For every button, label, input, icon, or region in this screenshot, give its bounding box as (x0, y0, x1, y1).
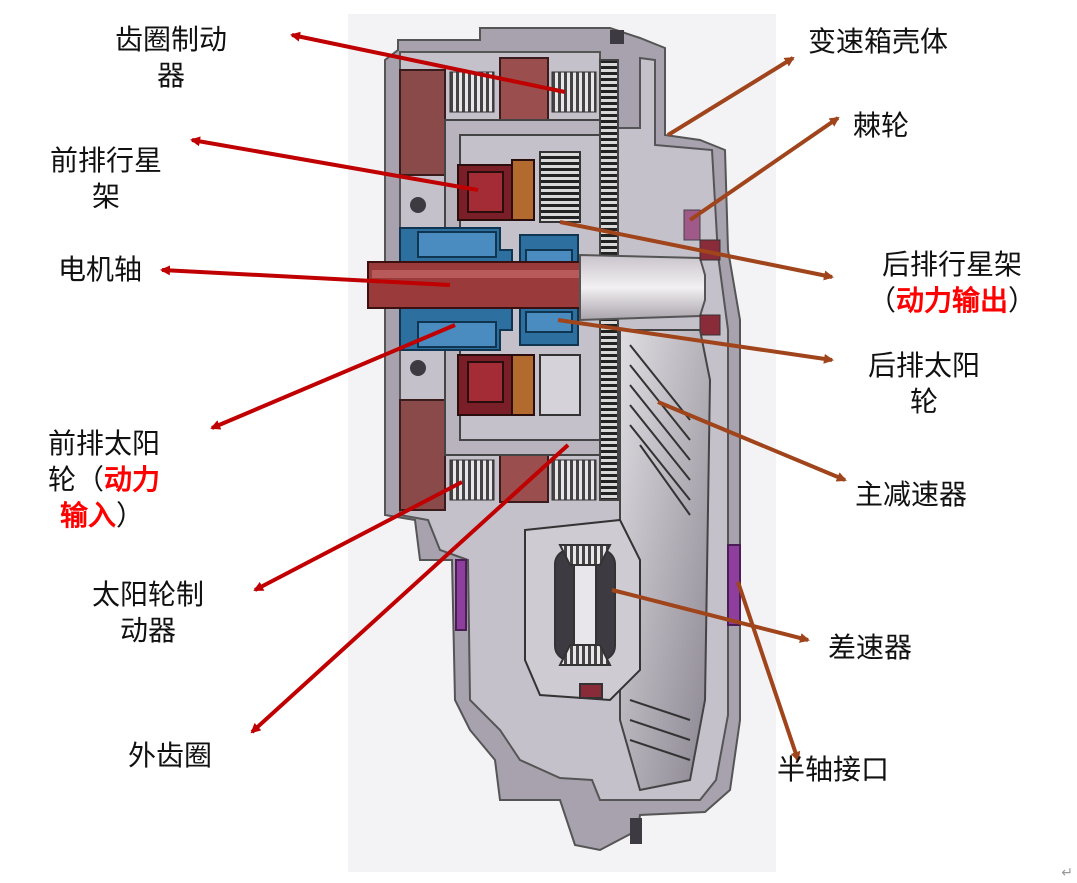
label-front-sun-line3-text: ） (116, 499, 145, 532)
arrow-ratchet (688, 116, 840, 222)
motor-shaft-highlight (372, 270, 597, 278)
paragraph-mark-icon: ↵ (1061, 865, 1073, 881)
label-front-sun-line2-text: 轮（ (48, 463, 105, 496)
arrow-front-sun (210, 323, 456, 430)
label-rear-carrier-open-paren: （ (868, 284, 897, 317)
label-main-reducer: 主减速器 (855, 478, 968, 511)
label-rear-carrier-power-output: 动力输出 (896, 284, 1009, 317)
label-front-sun-line3: 输入） (48, 498, 160, 534)
output-shaft-shape (579, 253, 706, 322)
label-ring-brake-line1: 齿圈制动 (115, 23, 228, 56)
label-sun-brake-line1: 太阳轮制 (92, 578, 205, 611)
label-ring-brake-line2: 器 (157, 59, 186, 92)
main-reducer-shape (619, 329, 712, 792)
arrow-rear-carrier (559, 220, 834, 281)
motor-shaft-shape (367, 261, 604, 309)
arrow-main-reducer (657, 400, 847, 482)
label-outer-ring: 外齿圈 (128, 739, 213, 772)
label-rear-sun: 后排太阳 轮 (868, 348, 980, 420)
label-ratchet: 棘轮 (853, 109, 910, 142)
label-rear-carrier-line1: 后排行星架 (882, 248, 1023, 281)
ring-brake-shape (399, 57, 549, 511)
arrow-differential (611, 588, 810, 643)
front-carrier-shape (457, 159, 535, 416)
label-ring-brake: 齿圈制动 器 (115, 22, 227, 94)
arrow-halfshaft (736, 581, 801, 762)
arrow-rear-sun (557, 318, 834, 364)
label-rear-sun-line2: 轮 (910, 385, 939, 418)
label-front-carrier-line1: 前排行星 (50, 144, 163, 177)
label-sun-brake: 太阳轮制 动器 (92, 577, 204, 649)
label-front-sun-line2: 轮（动力 (48, 462, 160, 498)
arrow-ring-brake (290, 31, 566, 94)
label-rear-sun-line1: 后排太阳 (868, 349, 981, 382)
arrow-front-carrier (190, 136, 479, 192)
label-housing: 变速箱壳体 (808, 25, 949, 58)
arrows-red (160, 31, 570, 734)
label-differential: 差速器 (828, 631, 913, 664)
arrow-sun-brake (253, 480, 463, 592)
arrows-brown (557, 56, 847, 762)
arrow-outer-ring (250, 443, 570, 734)
label-front-sun: 前排太阳 轮（动力 输入） (48, 426, 160, 534)
label-sun-brake-line2: 动器 (120, 614, 177, 647)
label-rear-carrier-line2: （动力输出） (868, 283, 1036, 319)
bolts (410, 30, 642, 844)
arrow-motor-shaft (160, 265, 451, 287)
label-front-sun-line1: 前排太阳 (48, 427, 161, 460)
label-front-sun-input-highlight: 输入 (60, 499, 117, 532)
bearing-shape-2 (699, 314, 721, 336)
label-motor-shaft: 电机轴 (58, 253, 143, 286)
label-front-carrier-line2: 架 (92, 180, 121, 213)
label-rear-carrier: 后排行星架 （动力输出） (868, 247, 1036, 319)
label-front-sun-power-highlight: 动力 (104, 463, 161, 496)
differential-shape (524, 518, 641, 702)
arrow-housing (666, 56, 795, 137)
label-front-carrier: 前排行星 架 (50, 143, 162, 215)
label-rear-carrier-close-paren: ） (1008, 284, 1037, 317)
label-halfshaft: 半轴接口 (777, 753, 890, 786)
